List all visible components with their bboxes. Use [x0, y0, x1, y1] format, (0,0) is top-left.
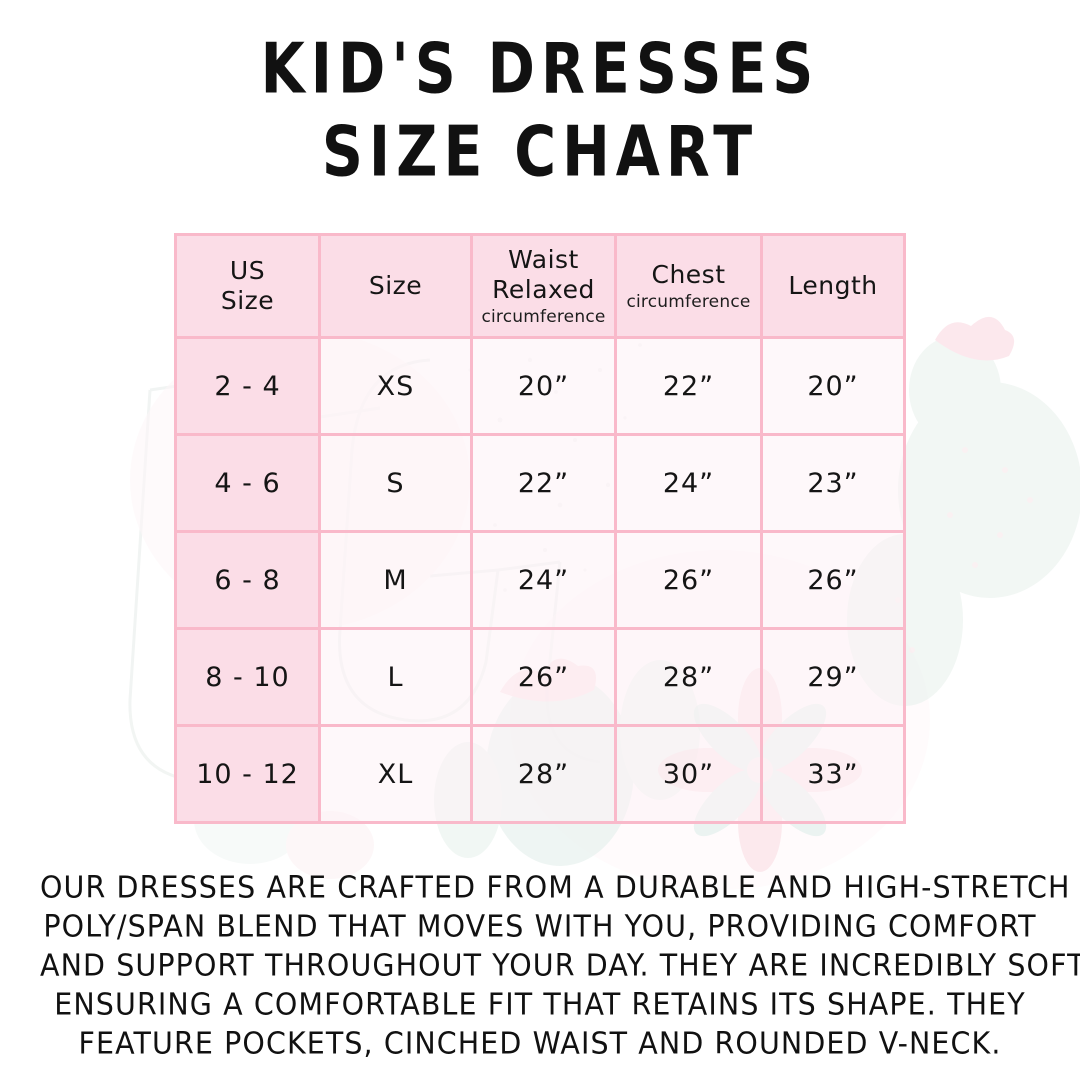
cell-length: 33”	[760, 724, 906, 824]
cell-chest: 28”	[614, 627, 763, 727]
cell-us-size: 8 - 10	[174, 627, 321, 727]
header-text-line2: Relaxed	[492, 275, 595, 305]
cell-chest: 26”	[614, 530, 763, 630]
cell-waist: 28”	[470, 724, 617, 824]
cell-size: S	[318, 433, 473, 533]
table-header-row: US Size Size Waist Relaxed circumference…	[174, 233, 906, 339]
header-subtext: circumference	[626, 291, 751, 312]
page-title: KID'S DRESSES SIZE CHART	[0, 29, 1080, 189]
description-line-4: ENSURING A COMFORTABLE FIT THAT RETAINS …	[54, 987, 1026, 1023]
description-line-5: FEATURE POCKETS, CINCHED WAIST AND ROUND…	[78, 1026, 1002, 1062]
header-text-line1: US	[229, 255, 266, 285]
table-row: 2 - 4 XS 20” 22” 20”	[174, 336, 906, 436]
title-line-secondary: SIZE CHART	[321, 112, 759, 193]
column-header-us-size: US Size	[174, 233, 321, 339]
table-row: 4 - 6 S 22” 24” 23”	[174, 433, 906, 533]
size-chart-table-container: US Size Size Waist Relaxed circumference…	[174, 233, 906, 824]
cell-waist: 20”	[470, 336, 617, 436]
header-text-line1: Chest	[651, 260, 726, 290]
header-text-line1: Waist	[508, 244, 579, 274]
header-text-line2: Size	[220, 286, 275, 315]
cell-us-size: 4 - 6	[174, 433, 321, 533]
cell-us-size: 6 - 8	[174, 530, 321, 630]
header-subtext: circumference	[481, 306, 606, 327]
header-text-line1: Length	[788, 270, 878, 300]
column-header-waist: Waist Relaxed circumference	[470, 233, 617, 339]
cell-chest: 22”	[614, 336, 763, 436]
column-header-length: Length	[760, 233, 906, 339]
description-line-3: AND SUPPORT THROUGHOUT YOUR DAY. THEY AR…	[40, 948, 1080, 984]
cell-waist: 24”	[470, 530, 617, 630]
cell-size: L	[318, 627, 473, 727]
product-description: OUR DRESSES ARE CRAFTED FROM A DURABLE A…	[40, 868, 1080, 1063]
cell-size: XS	[318, 336, 473, 436]
column-header-chest: Chest circumference	[614, 233, 763, 339]
size-chart-table: US Size Size Waist Relaxed circumference…	[174, 233, 906, 824]
cell-waist: 26”	[470, 627, 617, 727]
header-text-line1: Size	[368, 270, 423, 300]
table-row: 6 - 8 M 24” 26” 26”	[174, 530, 906, 630]
description-line-2: POLY/SPAN BLEND THAT MOVES WITH YOU, PRO…	[43, 909, 1037, 945]
title-line-primary: KID'S DRESSES	[260, 29, 820, 110]
cell-size: M	[318, 530, 473, 630]
table-row: 10 - 12 XL 28” 30” 33”	[174, 724, 906, 824]
cell-size: XL	[318, 724, 473, 824]
cell-chest: 24”	[614, 433, 763, 533]
column-header-size: Size	[318, 233, 473, 339]
description-line-1: OUR DRESSES ARE CRAFTED FROM A DURABLE A…	[40, 870, 1071, 905]
cell-waist: 22”	[470, 433, 617, 533]
cell-length: 29”	[760, 627, 906, 727]
cell-us-size: 2 - 4	[174, 336, 321, 436]
cell-chest: 30”	[614, 724, 763, 824]
cell-length: 20”	[760, 336, 906, 436]
table-row: 8 - 10 L 26” 28” 29”	[174, 627, 906, 727]
cell-us-size: 10 - 12	[174, 724, 321, 824]
cell-length: 23”	[760, 433, 906, 533]
cell-length: 26”	[760, 530, 906, 630]
